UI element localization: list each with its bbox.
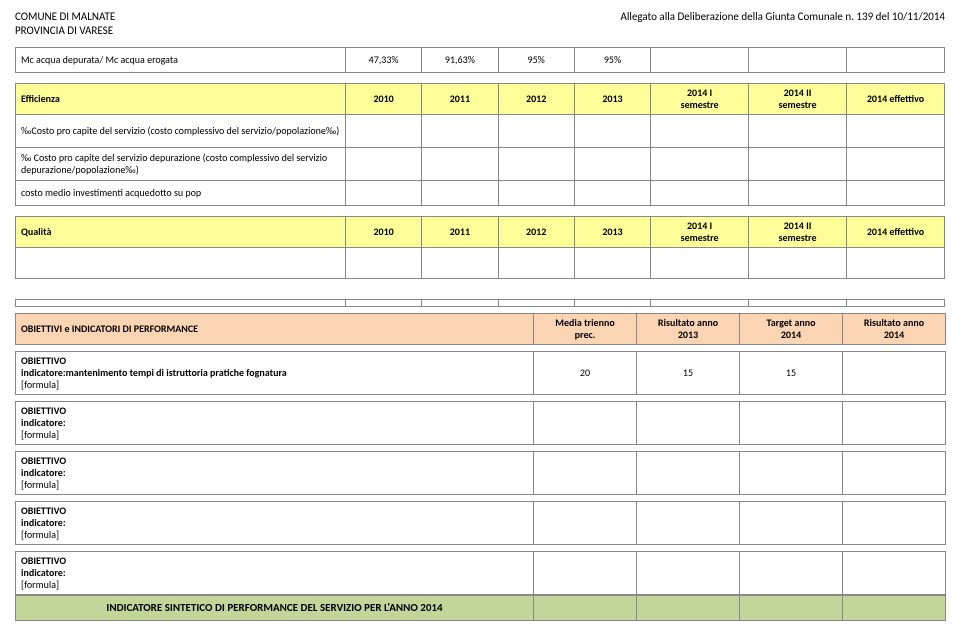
obj4-label: OBIETTIVO indicatore: [formula] bbox=[16, 501, 534, 544]
obj4-table: OBIETTIVO indicatore: [formula] bbox=[15, 501, 946, 545]
eff-row-2: ‰ Costo pro capite del servizio depurazi… bbox=[16, 147, 945, 180]
perf-table: OBIETTIVI e INDICATORI DI PERFORMANCE Me… bbox=[15, 313, 946, 345]
eff-row-3: costo medio investimenti acquedotto su p… bbox=[16, 180, 945, 205]
obj3-table: OBIETTIVO indicatore: [formula] bbox=[15, 451, 946, 495]
footer-table: INDICATORE SINTETICO DI PERFORMANCE DEL … bbox=[15, 595, 946, 621]
qual-header-row: Qualità 2010 2011 2012 2013 2014 I semes… bbox=[16, 216, 945, 247]
obj1-v3: 15 bbox=[740, 351, 843, 394]
obj3-label: OBIETTIVO indicatore: [formula] bbox=[16, 451, 534, 494]
obj1-label: OBIETTIVO indicatore:mantenimento tempi … bbox=[16, 351, 534, 394]
obj1-row: OBIETTIVO indicatore:mantenimento tempi … bbox=[16, 351, 946, 394]
obj2-row: OBIETTIVO indicatore: [formula] bbox=[16, 401, 946, 444]
obj1-v4 bbox=[843, 351, 946, 394]
eff-row-1: ‰Costo pro capite del servizio (costo co… bbox=[16, 114, 945, 147]
page-header: COMUNE DI MALNATE PROVINCIA DI VARESE Al… bbox=[15, 10, 945, 39]
mc-v5 bbox=[651, 47, 749, 72]
eff-r3-label: costo medio investimenti acquedotto su p… bbox=[16, 180, 346, 205]
mc-row: Mc acqua depurata/ Mc acqua erogata 47,3… bbox=[16, 47, 945, 72]
header-left: COMUNE DI MALNATE PROVINCIA DI VARESE bbox=[15, 10, 115, 39]
obj5-label: OBIETTIVO indicatore: [formula] bbox=[16, 551, 534, 594]
eff-r1-label: ‰Costo pro capite del servizio (costo co… bbox=[16, 114, 346, 147]
qual-c5: 2014 I semestre bbox=[651, 216, 749, 247]
footer-row: INDICATORE SINTETICO DI PERFORMANCE DEL … bbox=[16, 595, 946, 620]
perf-c3: Target anno 2014 bbox=[740, 313, 843, 344]
obj2-table: OBIETTIVO indicatore: [formula] bbox=[15, 401, 946, 445]
qual-c1: 2010 bbox=[345, 216, 421, 247]
qualita-table: Qualità 2010 2011 2012 2013 2014 I semes… bbox=[15, 216, 945, 279]
eff-c6: 2014 II semestre bbox=[749, 83, 847, 114]
perf-header-row: OBIETTIVI e INDICATORI DI PERFORMANCE Me… bbox=[16, 313, 946, 344]
eff-c5: 2014 I semestre bbox=[651, 83, 749, 114]
eff-header-row: Efficienza 2010 2011 2012 2013 2014 I se… bbox=[16, 83, 945, 114]
qual-empty-row bbox=[16, 247, 945, 278]
mc-label: Mc acqua depurata/ Mc acqua erogata bbox=[16, 47, 346, 72]
mc-v3: 95% bbox=[498, 47, 574, 72]
obj5-table: OBIETTIVO indicatore: [formula] bbox=[15, 551, 946, 595]
obj2-label: OBIETTIVO indicatore: [formula] bbox=[16, 401, 534, 444]
mc-v1: 47,33% bbox=[345, 47, 421, 72]
eff-r2-label: ‰ Costo pro capite del servizio depurazi… bbox=[16, 147, 346, 180]
mc-table: Mc acqua depurata/ Mc acqua erogata 47,3… bbox=[15, 47, 945, 73]
eff-c3: 2012 bbox=[498, 83, 574, 114]
qual-c4: 2013 bbox=[574, 216, 650, 247]
perf-c2: Risultato anno 2013 bbox=[637, 313, 740, 344]
header-right: Allegato alla Deliberazione della Giunta… bbox=[621, 10, 945, 39]
comune-line: COMUNE DI MALNATE bbox=[15, 10, 115, 24]
obj1-v2: 15 bbox=[637, 351, 740, 394]
obj1-table: OBIETTIVO indicatore:mantenimento tempi … bbox=[15, 351, 946, 395]
mc-v7 bbox=[847, 47, 945, 72]
perf-c4: Risultato anno 2014 bbox=[843, 313, 946, 344]
eff-c7: 2014 effettivo bbox=[847, 83, 945, 114]
mc-v4: 95% bbox=[574, 47, 650, 72]
qual-c6: 2014 II semestre bbox=[749, 216, 847, 247]
obj5-row: OBIETTIVO indicatore: [formula] bbox=[16, 551, 946, 594]
obj1-v1: 20 bbox=[534, 351, 637, 394]
eff-c4: 2013 bbox=[574, 83, 650, 114]
obj3-row: OBIETTIVO indicatore: [formula] bbox=[16, 451, 946, 494]
divider-row bbox=[16, 299, 945, 306]
perf-label: OBIETTIVI e INDICATORI DI PERFORMANCE bbox=[16, 313, 534, 344]
obj4-row: OBIETTIVO indicatore: [formula] bbox=[16, 501, 946, 544]
mc-v2: 91,63% bbox=[422, 47, 498, 72]
efficienza-table: Efficienza 2010 2011 2012 2013 2014 I se… bbox=[15, 83, 945, 206]
perf-c1: Media trienno prec. bbox=[534, 313, 637, 344]
mc-v6 bbox=[749, 47, 847, 72]
footer-label: INDICATORE SINTETICO DI PERFORMANCE DEL … bbox=[16, 595, 534, 620]
divider-table bbox=[15, 299, 945, 307]
qual-c3: 2012 bbox=[498, 216, 574, 247]
provincia-line: PROVINCIA DI VARESE bbox=[15, 24, 115, 38]
qual-c2: 2011 bbox=[422, 216, 498, 247]
qual-c7: 2014 effettivo bbox=[847, 216, 945, 247]
qual-label: Qualità bbox=[16, 216, 346, 247]
eff-c1: 2010 bbox=[345, 83, 421, 114]
eff-label: Efficienza bbox=[16, 83, 346, 114]
eff-c2: 2011 bbox=[422, 83, 498, 114]
